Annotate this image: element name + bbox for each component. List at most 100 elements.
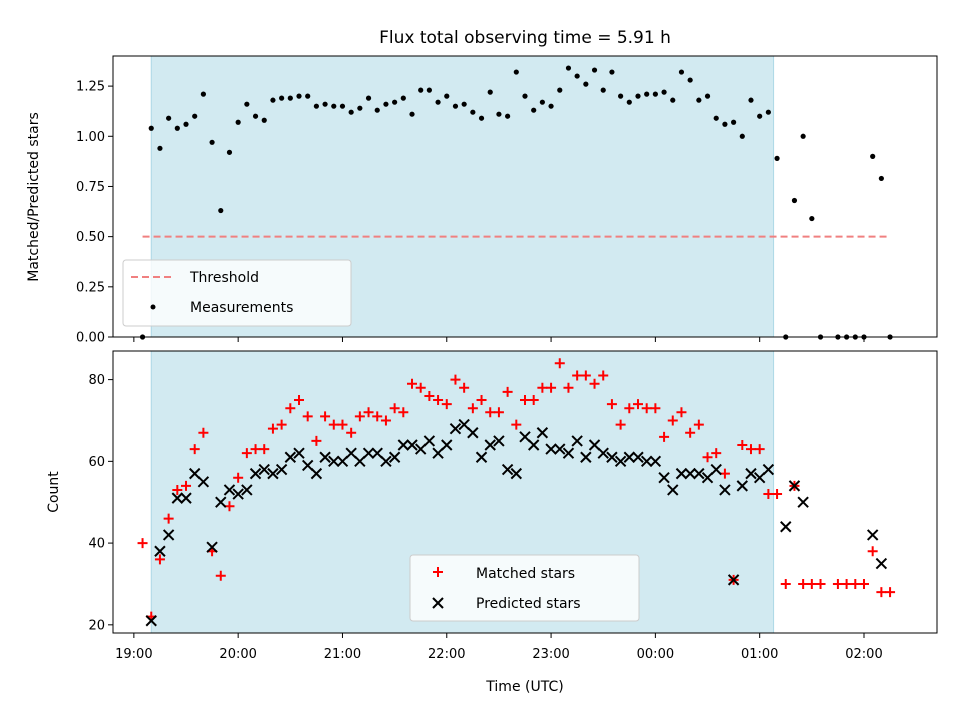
legend-threshold-label: Threshold <box>189 270 259 286</box>
x-tick-label: 20:00 <box>219 647 256 662</box>
measurement-point <box>687 77 693 83</box>
measurement-point <box>757 113 763 119</box>
matched-star-point <box>450 374 461 385</box>
predicted-star-point <box>727 574 740 586</box>
predicted-star-point <box>519 431 531 443</box>
measurement-point <box>174 125 180 131</box>
ratio-axes-frame <box>112 55 938 338</box>
predicted-star-point <box>371 447 383 459</box>
predicted-star-point <box>536 427 549 439</box>
predicted-star-point <box>527 439 540 451</box>
measurement-point <box>652 91 658 97</box>
matched-star-point <box>867 546 878 557</box>
predicted-star-point <box>336 455 349 468</box>
matched-star-point <box>520 395 530 406</box>
predicted-star-point <box>467 427 479 439</box>
measurement-point <box>392 99 398 105</box>
predicted-star-point <box>675 467 688 480</box>
measurement-point <box>365 95 372 101</box>
x-tick-label: 23:00 <box>532 647 569 662</box>
measurement-point <box>252 113 259 119</box>
measurement-point <box>557 87 563 93</box>
x-tick-label: 22:00 <box>428 647 465 662</box>
predicted-star-point <box>562 447 575 459</box>
predicted-star-point <box>745 467 757 480</box>
predicted-star-point <box>406 439 418 451</box>
matched-star-point <box>832 578 843 589</box>
predicted-star-points <box>145 418 888 627</box>
matched-star-point <box>885 587 896 598</box>
legend-matched-swatch <box>433 567 443 577</box>
matched-star-point <box>433 395 444 406</box>
measurement-point <box>626 99 632 105</box>
x-tick-label: 19:00 <box>115 647 152 662</box>
measurement-point <box>296 93 302 99</box>
measurement-point <box>565 65 572 71</box>
measurement-point <box>478 115 485 121</box>
y-tick-label: 0.50 <box>76 230 105 245</box>
matched-star-point <box>285 403 296 414</box>
matched-star-point <box>424 390 435 401</box>
predicted-star-point <box>753 471 766 484</box>
matched-star-point <box>563 382 574 393</box>
matched-star-point <box>215 570 226 581</box>
measurement-point <box>305 93 311 99</box>
measurement-point <box>374 107 380 113</box>
measurement-point <box>670 97 676 103</box>
y-tick-label: 1.00 <box>76 130 105 145</box>
predicted-star-point <box>623 451 636 463</box>
measurement-point <box>435 99 441 105</box>
predicted-star-point <box>423 435 436 447</box>
measurement-point <box>192 113 198 119</box>
matched-star-point <box>528 395 539 406</box>
ratio-y-ticks: 0.00 0.25 0.50 0.75 1.00 1.25 <box>76 80 113 346</box>
measurement-point <box>661 89 667 95</box>
matched-star-point <box>815 578 826 589</box>
y-tick-label: 0.25 <box>76 280 105 295</box>
measurement-point <box>505 113 511 119</box>
y-tick-label: 40 <box>88 537 105 552</box>
predicted-star-point <box>301 459 314 472</box>
measurement-point <box>444 93 450 99</box>
measurement-point <box>600 87 606 93</box>
predicted-star-point <box>866 529 879 541</box>
measurement-point <box>609 69 615 75</box>
measurement-point <box>522 93 528 99</box>
predicted-star-point <box>432 447 444 459</box>
measurement-point <box>513 69 519 75</box>
predicted-star-point <box>571 435 583 447</box>
measurement-point <box>870 153 876 159</box>
measurement-point <box>418 87 424 93</box>
measurement-point <box>357 105 363 111</box>
matched-star-point <box>467 403 478 414</box>
measurement-point <box>678 69 685 75</box>
matched-star-point <box>780 578 791 589</box>
predicted-star-point <box>414 443 427 455</box>
matched-star-point <box>763 489 774 500</box>
measurement-point <box>548 103 554 109</box>
matched-star-point <box>537 382 548 393</box>
matched-star-point <box>137 538 148 549</box>
predicted-star-point <box>215 496 227 508</box>
measurement-point <box>791 197 798 204</box>
legend-measurements-swatch <box>150 304 156 310</box>
y-tick-label: 0.00 <box>76 331 105 346</box>
ratio-legend-box <box>122 259 352 327</box>
predicted-star-point <box>267 467 279 480</box>
predicted-star-point <box>293 447 305 459</box>
matched-star-point <box>320 411 331 422</box>
matched-star-point <box>389 403 400 414</box>
predicted-star-point <box>710 463 722 476</box>
measurement-point <box>409 111 415 117</box>
count-y-ticks: 20 40 60 80 <box>88 373 113 633</box>
matched-star-point <box>589 378 600 389</box>
predicted-star-point <box>362 447 375 459</box>
matched-star-point <box>572 370 583 381</box>
predicted-star-point <box>510 467 523 480</box>
predicted-star-point <box>328 455 340 468</box>
matched-star-point <box>189 444 200 455</box>
predicted-star-point <box>606 451 618 463</box>
measurement-point <box>696 97 702 103</box>
matched-star-point <box>485 407 496 418</box>
measurement-point <box>809 215 815 222</box>
